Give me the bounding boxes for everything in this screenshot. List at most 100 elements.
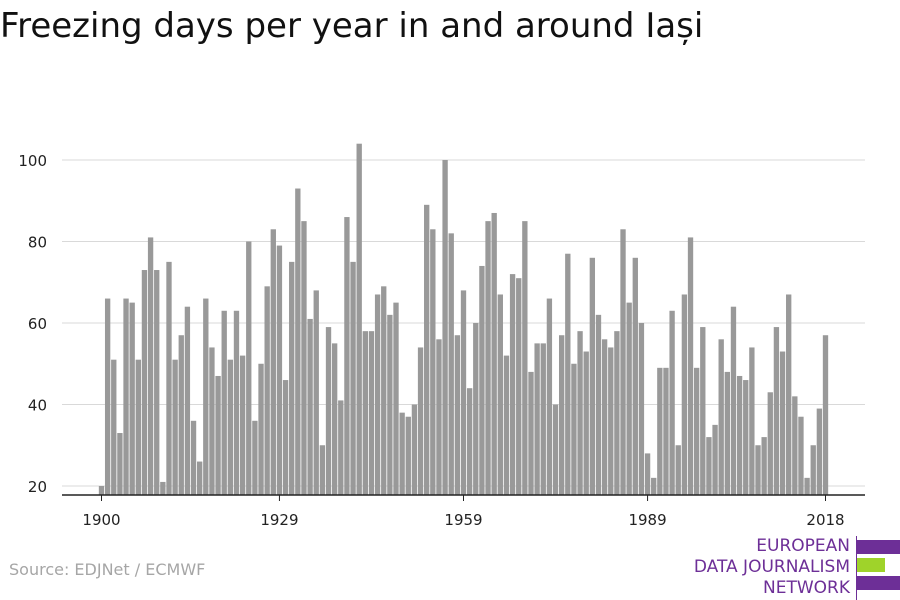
bar-1939 [338,400,344,495]
bar-1907 [141,270,148,495]
bar-1984 [614,331,620,495]
bar-1922 [233,310,240,495]
bar-1920 [221,310,227,495]
bar-2011 [779,351,786,495]
bar-1983 [608,347,614,495]
bar-1905 [129,302,135,495]
bar-1917 [203,298,209,495]
bar-1991 [657,367,663,495]
bar-2002 [724,371,730,495]
x-tick-label-2018: 2018 [806,511,844,529]
bar-1987 [632,257,638,495]
bar-1953 [424,204,430,495]
bar-1974 [552,404,559,495]
bar-1921 [227,359,234,495]
bar-2014 [798,416,804,495]
bar-2004 [736,375,743,495]
bar-1952 [417,347,424,495]
bar-1975 [559,335,565,495]
bar-1970 [528,371,534,495]
bar-1985 [620,229,626,495]
y-tick-labels: 20 40 60 80 100 [18,152,47,496]
bar-1941 [350,261,356,495]
bar-1973 [546,298,553,495]
bar-1945 [374,294,381,495]
bar-2012 [786,294,792,495]
x-tick-label-1959: 1959 [444,511,482,529]
bar-2007 [755,445,761,495]
logo-line-3: NETWORK [763,578,850,598]
bar-1977 [571,363,577,495]
bar-1959 [460,290,467,495]
bar-1949 [399,412,405,495]
bar-1904 [123,298,129,495]
bar-1938 [331,343,338,495]
bar-1979 [583,351,589,495]
edjnet-logo: EUROPEAN DATA JOURNALISM NETWORK [694,536,900,600]
bar-1923 [239,355,246,495]
bar-1942 [356,143,362,495]
logo-line-1: EUROPEAN [756,536,850,556]
bar-1982 [601,339,608,495]
bar-1924 [246,241,252,495]
bar-1902 [111,359,117,495]
source-note: Source: EDJNet / ECMWF [9,560,206,579]
bar-1919 [215,375,221,495]
bar-1978 [577,331,583,495]
bar-2008 [761,437,767,495]
bar-1916 [197,461,203,495]
bar-1955 [436,339,442,495]
bar-1966 [503,355,510,495]
bar-1964 [491,212,497,495]
logo-line-2: DATA JOURNALISM [693,557,850,577]
bar-1932 [295,188,301,495]
bar-1968 [516,278,522,495]
bar-2009 [767,392,773,495]
bar-1906 [135,359,141,495]
bar-2003 [730,306,737,495]
bar-1994 [675,445,681,495]
bar-1969 [522,221,528,495]
bar-1965 [497,294,503,495]
bar-1901 [104,298,111,495]
bar-1988 [638,323,645,495]
bar-1989 [644,453,651,495]
bar-1986 [626,302,632,495]
bar-1943 [362,331,368,495]
bar-1996 [687,237,694,496]
bar-1930 [282,380,289,495]
bar-1915 [190,420,197,495]
bar-2000 [712,424,718,495]
bar-1957 [448,233,454,495]
bar-1926 [258,363,264,495]
logo-text: EUROPEAN DATA JOURNALISM NETWORK [694,536,850,599]
bar-2005 [743,380,749,495]
chart-title: Freezing days per year in and around Iaș… [0,6,704,46]
bar-1931 [289,261,295,495]
bar-1937 [325,327,332,495]
bar-1925 [252,420,258,495]
bar-1918 [209,347,215,495]
bar-1990 [651,477,657,495]
bar-2013 [792,396,798,495]
y-tick-label-100: 100 [18,152,47,170]
bar-1948 [393,302,399,495]
x-tick-label-1989: 1989 [628,511,666,529]
bar-1934 [307,318,313,495]
x-tick-label-1929: 1929 [260,511,298,529]
logo-bar-bottom [857,576,900,590]
bar-1967 [509,274,516,495]
bar-1909 [154,270,160,495]
bar-2010 [773,327,780,495]
x-tick-label-1900: 1900 [82,511,120,529]
bar-1971 [534,343,540,495]
bar-1951 [411,404,418,495]
bar-2001 [718,339,724,495]
logo-bar-top [857,540,900,554]
bar-1992 [663,367,669,495]
bar-1950 [405,416,411,495]
bar-1947 [387,314,393,495]
bar-1998 [700,327,706,495]
bar-1958 [454,335,461,495]
